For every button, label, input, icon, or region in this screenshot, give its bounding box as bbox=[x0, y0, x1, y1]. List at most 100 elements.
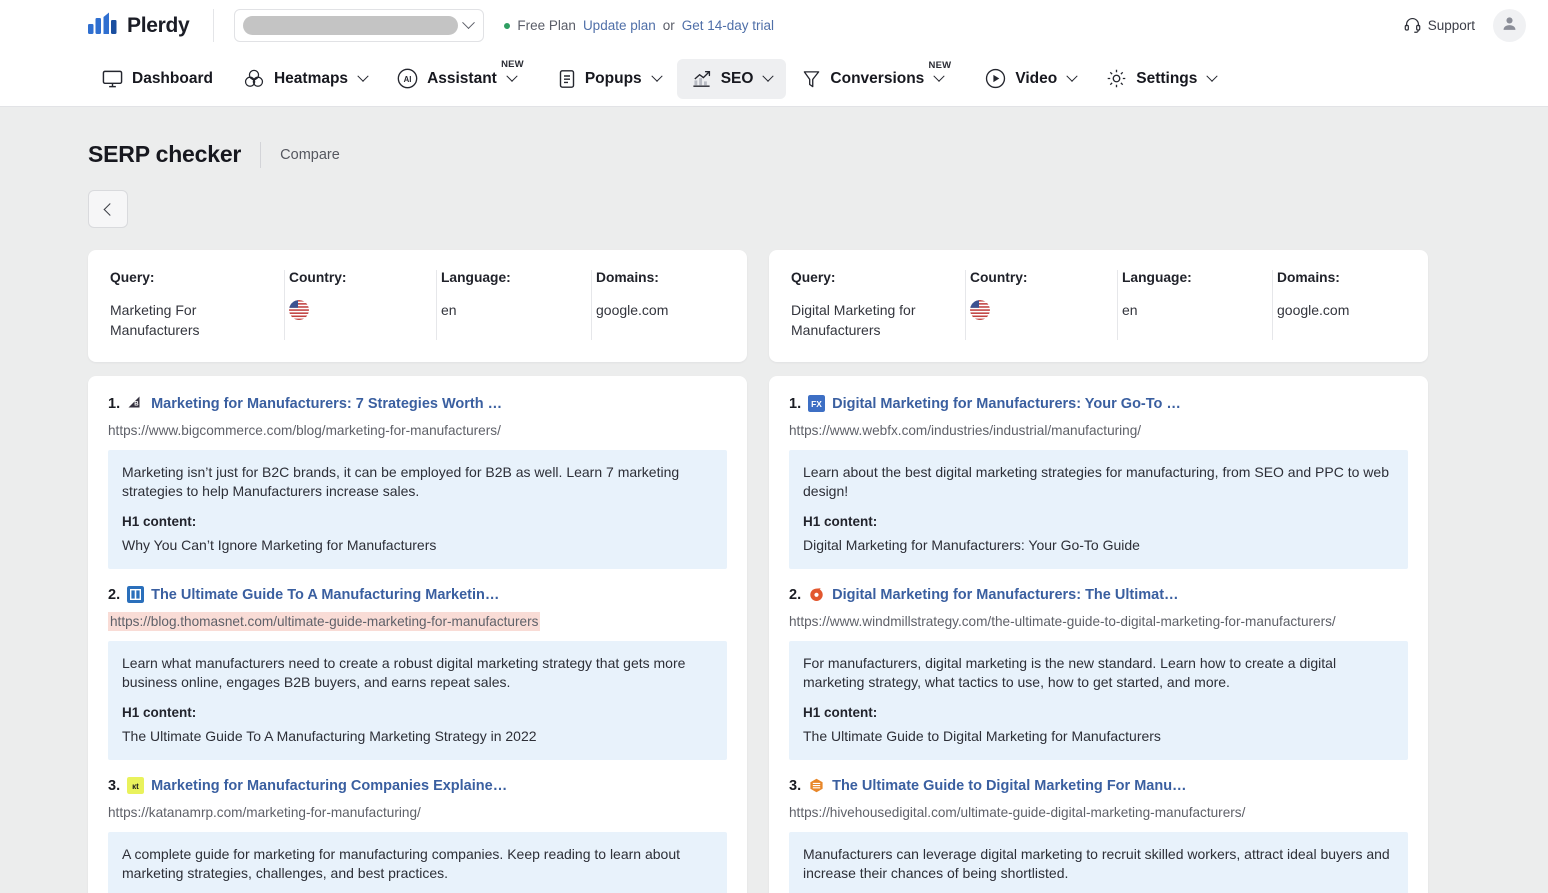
nav-label: Assistant bbox=[427, 69, 497, 87]
page-header: SERP checker Compare bbox=[88, 107, 1460, 168]
result-url[interactable]: https://www.bigcommerce.com/blog/marketi… bbox=[108, 423, 501, 438]
page-title: SERP checker bbox=[88, 141, 242, 167]
nav-label: Settings bbox=[1136, 69, 1198, 87]
nav-item-settings[interactable]: Settings bbox=[1092, 58, 1230, 99]
nav-item-heatmaps[interactable]: Heatmaps bbox=[229, 59, 381, 99]
chevron-left-icon bbox=[103, 202, 116, 216]
webfx-favicon-icon: FX bbox=[808, 395, 826, 412]
h1-content-label: H1 content: bbox=[803, 514, 878, 529]
result-description: A complete guide for marketing for manuf… bbox=[122, 846, 680, 881]
page-subtitle: Compare bbox=[280, 146, 340, 163]
result-title-link[interactable]: Digital Marketing for Manufacturers: You… bbox=[832, 396, 1181, 412]
result-url[interactable]: https://hivehousedigital.com/ultimate-gu… bbox=[789, 805, 1246, 820]
result-description: Manufacturers can leverage digital marke… bbox=[803, 846, 1390, 881]
nav-label: SEO bbox=[720, 69, 754, 87]
meta-language: Language: en bbox=[1118, 270, 1273, 340]
headset-icon bbox=[1404, 16, 1421, 36]
nav-item-conversions[interactable]: Conversions NEW bbox=[788, 59, 969, 99]
meta-label-country: Country: bbox=[970, 270, 1028, 285]
result-title-link[interactable]: Marketing for Manufacturing Companies Ex… bbox=[151, 778, 508, 794]
result-url-flagged[interactable]: https://blog.thomasnet.com/ultimate-guid… bbox=[108, 612, 541, 631]
chevron-down-icon bbox=[651, 70, 663, 82]
title-divider bbox=[260, 141, 262, 168]
us-flag-icon bbox=[289, 300, 309, 320]
monitor-icon bbox=[102, 69, 123, 89]
chevron-down-icon bbox=[762, 70, 775, 82]
query-meta-card: Query: Digital Marketing for Manufacture… bbox=[769, 250, 1428, 362]
h1-content-label: H1 content: bbox=[803, 705, 878, 720]
meta-country: Country: bbox=[285, 270, 437, 340]
bar-chart-arrow-icon bbox=[691, 69, 712, 89]
serp-result-item: 1. B Marketing for Manufacturers: 7 Stra… bbox=[108, 394, 727, 569]
serp-result-item: 2. The Ultimate Guide To A Manufacturing… bbox=[108, 585, 727, 760]
nav-label: Video bbox=[1015, 69, 1058, 87]
nav-label: Heatmaps bbox=[273, 69, 349, 87]
nav-label: Dashboard bbox=[132, 69, 213, 87]
gear-icon bbox=[1106, 68, 1127, 89]
comparison-column-right: Query: Digital Marketing for Manufacture… bbox=[769, 250, 1428, 893]
top-bar-right: Support bbox=[1404, 9, 1526, 42]
meta-label-domains: Domains: bbox=[596, 270, 659, 285]
logo-text: Plerdy bbox=[127, 13, 190, 37]
header-divider bbox=[213, 9, 215, 42]
chevron-down-icon bbox=[462, 16, 476, 30]
plerdy-logo[interactable]: Plerdy bbox=[88, 12, 190, 39]
comparison-column-left: Query: Marketing For Manufacturers Count… bbox=[88, 250, 747, 893]
back-button[interactable] bbox=[88, 190, 128, 228]
result-description: Learn what manufacturers need to create … bbox=[122, 655, 686, 690]
result-rank: 3. bbox=[108, 778, 121, 794]
result-url[interactable]: https://www.windmillstrategy.com/the-ult… bbox=[789, 614, 1336, 629]
nav-item-popups[interactable]: Popups bbox=[544, 59, 675, 99]
h1-content-value: The Ultimate Guide to Digital Marketing … bbox=[803, 728, 1161, 744]
svg-text:B: B bbox=[134, 401, 139, 407]
result-title-link[interactable]: Digital Marketing for Manufacturers: The… bbox=[832, 587, 1179, 603]
result-rank: 1. bbox=[789, 396, 802, 412]
result-description: For manufacturers, digital marketing is … bbox=[803, 655, 1337, 690]
support-button[interactable]: Support bbox=[1404, 16, 1475, 36]
windmillstrategy-favicon-icon bbox=[808, 586, 826, 603]
nav-item-assistant[interactable]: AI Assistant NEW bbox=[383, 58, 542, 99]
nav-label: Conversions bbox=[830, 69, 925, 87]
meta-value-query: Marketing For Manufacturers bbox=[110, 302, 200, 338]
result-url[interactable]: https://www.webfx.com/industries/industr… bbox=[789, 423, 1142, 438]
result-title-link[interactable]: The Ultimate Guide to Digital Marketing … bbox=[832, 778, 1187, 794]
result-snippet: For manufacturers, digital marketing is … bbox=[789, 641, 1408, 760]
result-title-link[interactable]: The Ultimate Guide To A Manufacturing Ma… bbox=[151, 587, 500, 603]
user-avatar-icon bbox=[1501, 15, 1518, 37]
funnel-icon bbox=[802, 69, 821, 89]
site-selector[interactable] bbox=[234, 9, 485, 42]
result-description: Learn about the best digital marketing s… bbox=[803, 464, 1389, 499]
result-url[interactable]: https://katanamrp.com/marketing-for-manu… bbox=[108, 805, 421, 820]
nav-badge-new: NEW bbox=[928, 59, 952, 71]
meta-value-query: Digital Marketing for Manufacturers bbox=[791, 302, 916, 338]
chevron-down-icon bbox=[1206, 70, 1219, 82]
chevron-down-icon bbox=[506, 70, 518, 82]
nav-badge-new: NEW bbox=[501, 59, 524, 70]
get-trial-link[interactable]: Get 14-day trial bbox=[681, 18, 775, 33]
serp-results-list-right: 1. FX Digital Marketing for Manufacturer… bbox=[769, 376, 1428, 893]
nav-item-seo[interactable]: SEO bbox=[676, 58, 787, 99]
h1-content-value: The Ultimate Guide To A Manufacturing Ma… bbox=[122, 728, 537, 744]
nav-item-dashboard[interactable]: Dashboard bbox=[88, 59, 227, 99]
nav-label: Popups bbox=[584, 69, 642, 87]
nav-item-video[interactable]: Video bbox=[971, 58, 1090, 99]
site-selector-value bbox=[243, 16, 459, 35]
svg-text:AI: AI bbox=[404, 75, 412, 84]
serp-result-item: 3. The Ultimate Guide to Digital Marketi… bbox=[789, 776, 1408, 893]
h1-content-label: H1 content: bbox=[122, 514, 197, 529]
result-rank: 3. bbox=[789, 778, 802, 794]
support-label: Support bbox=[1427, 18, 1475, 33]
plerdy-bars-logo-icon bbox=[88, 12, 118, 39]
meta-label-query: Query: bbox=[110, 270, 155, 285]
user-avatar[interactable] bbox=[1493, 9, 1526, 42]
svg-text:FX: FX bbox=[811, 399, 822, 409]
katana-favicon-icon: кt bbox=[127, 777, 145, 794]
h1-content-value: Digital Marketing for Manufacturers: You… bbox=[803, 537, 1140, 553]
meta-value-language: en bbox=[1122, 302, 1138, 318]
result-rank: 1. bbox=[108, 396, 121, 412]
chevron-down-icon bbox=[1066, 70, 1078, 82]
ai-circle-icon: AI bbox=[397, 68, 418, 89]
result-title-link[interactable]: Marketing for Manufacturers: 7 Strategie… bbox=[151, 396, 503, 412]
update-plan-link[interactable]: Update plan bbox=[582, 18, 656, 33]
plan-status: Free Plan Update plan or Get 14-day tria… bbox=[504, 18, 774, 33]
